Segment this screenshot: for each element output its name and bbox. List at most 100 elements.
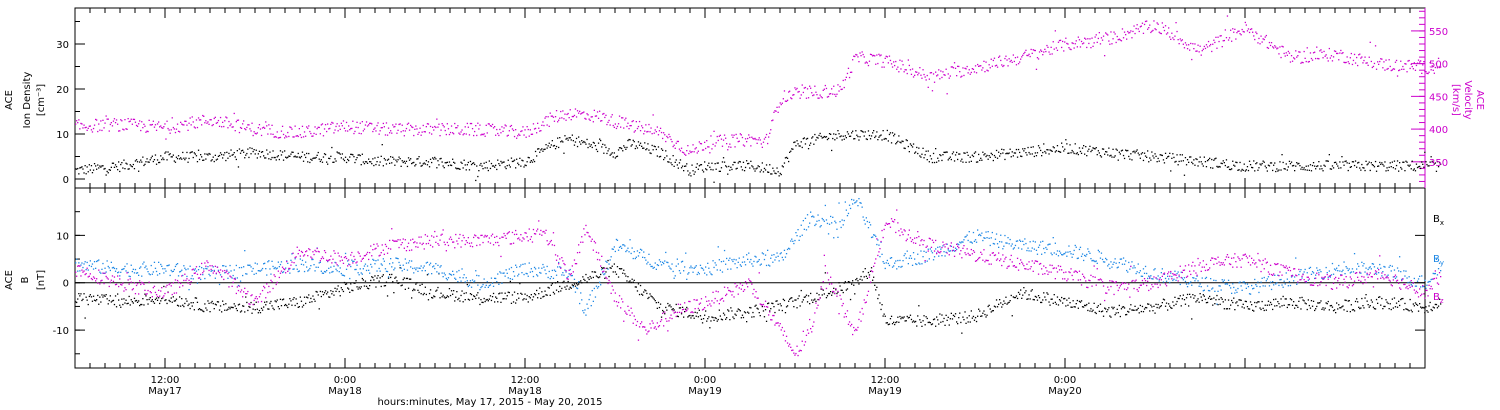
data-point	[1048, 51, 1050, 53]
data-point	[1132, 309, 1134, 311]
data-point	[311, 301, 313, 303]
data-point	[197, 117, 200, 119]
data-point	[684, 311, 686, 313]
data-point	[448, 273, 451, 275]
data-point	[148, 273, 150, 275]
data-point	[234, 130, 236, 132]
data-point	[175, 128, 178, 130]
legend-by: By	[1433, 254, 1444, 267]
data-point	[531, 270, 534, 273]
data-point	[1111, 156, 1113, 158]
data-point	[499, 271, 501, 273]
data-point	[965, 68, 967, 70]
data-point	[1327, 300, 1329, 303]
data-point	[413, 161, 415, 164]
data-point	[496, 128, 498, 131]
data-point	[182, 124, 184, 126]
data-point	[151, 123, 153, 126]
data-point	[115, 268, 118, 270]
data-point	[804, 86, 807, 89]
data-point	[454, 300, 456, 302]
data-point	[237, 284, 240, 287]
data-point	[626, 125, 628, 128]
data-point	[371, 163, 373, 165]
data-point	[984, 313, 986, 316]
data-point	[270, 133, 272, 135]
data-point	[518, 297, 520, 299]
data-point	[410, 266, 412, 268]
data-point	[1206, 46, 1209, 48]
data-point	[341, 153, 343, 155]
data-point	[988, 304, 990, 306]
data-point	[680, 313, 683, 315]
data-point	[1260, 308, 1262, 311]
data-point	[457, 298, 459, 301]
data-point	[431, 296, 433, 299]
data-point	[421, 270, 423, 272]
data-point	[314, 300, 316, 302]
data-point	[889, 59, 892, 62]
data-point	[869, 138, 872, 140]
data-point	[476, 134, 478, 137]
data-point	[424, 163, 426, 165]
data-point	[1093, 302, 1095, 304]
data-point	[1274, 305, 1276, 307]
data-point	[433, 265, 435, 267]
data-point	[310, 265, 312, 267]
data-point	[764, 136, 767, 138]
data-point	[1186, 293, 1189, 296]
data-point	[318, 308, 320, 310]
data-point	[148, 298, 150, 301]
data-point	[806, 137, 809, 140]
data-point	[811, 137, 813, 139]
data-point	[865, 138, 867, 140]
data-point	[824, 272, 826, 274]
data-point	[1014, 296, 1017, 299]
data-point	[432, 266, 434, 268]
data-point	[1323, 50, 1325, 53]
data-point	[1399, 162, 1401, 164]
data-point	[285, 156, 287, 158]
data-point	[816, 292, 818, 294]
data-point	[610, 267, 612, 269]
data-point	[308, 294, 310, 296]
data-point	[581, 282, 583, 284]
data-point	[461, 129, 463, 131]
data-point	[723, 161, 726, 163]
data-point	[1293, 301, 1295, 303]
data-point	[211, 159, 213, 161]
data-point	[688, 315, 690, 317]
data-point	[584, 117, 586, 120]
data-point	[277, 261, 279, 263]
data-point	[474, 280, 476, 282]
data-point	[702, 318, 705, 320]
data-point	[328, 157, 330, 159]
data-point	[292, 136, 294, 138]
data-point	[81, 299, 83, 302]
data-point	[916, 71, 918, 73]
data-point	[537, 297, 539, 299]
data-point	[119, 304, 121, 306]
data-point	[904, 69, 906, 71]
data-point	[264, 301, 266, 303]
data-point	[601, 267, 603, 269]
data-point	[982, 312, 984, 314]
data-point	[999, 155, 1001, 157]
data-point	[1019, 61, 1021, 63]
data-point	[1385, 59, 1387, 61]
data-point	[1362, 305, 1364, 307]
data-point	[995, 299, 998, 301]
data-point	[1232, 28, 1234, 30]
data-point	[620, 268, 622, 270]
data-point	[489, 125, 492, 127]
data-point	[454, 277, 456, 279]
data-point	[1055, 150, 1057, 152]
data-point	[436, 289, 438, 291]
data-point	[268, 260, 270, 262]
data-point	[374, 157, 376, 159]
data-point	[941, 159, 943, 162]
data-point	[662, 261, 664, 263]
data-point	[1049, 149, 1051, 151]
data-point	[96, 260, 98, 263]
data-point	[1211, 158, 1213, 161]
